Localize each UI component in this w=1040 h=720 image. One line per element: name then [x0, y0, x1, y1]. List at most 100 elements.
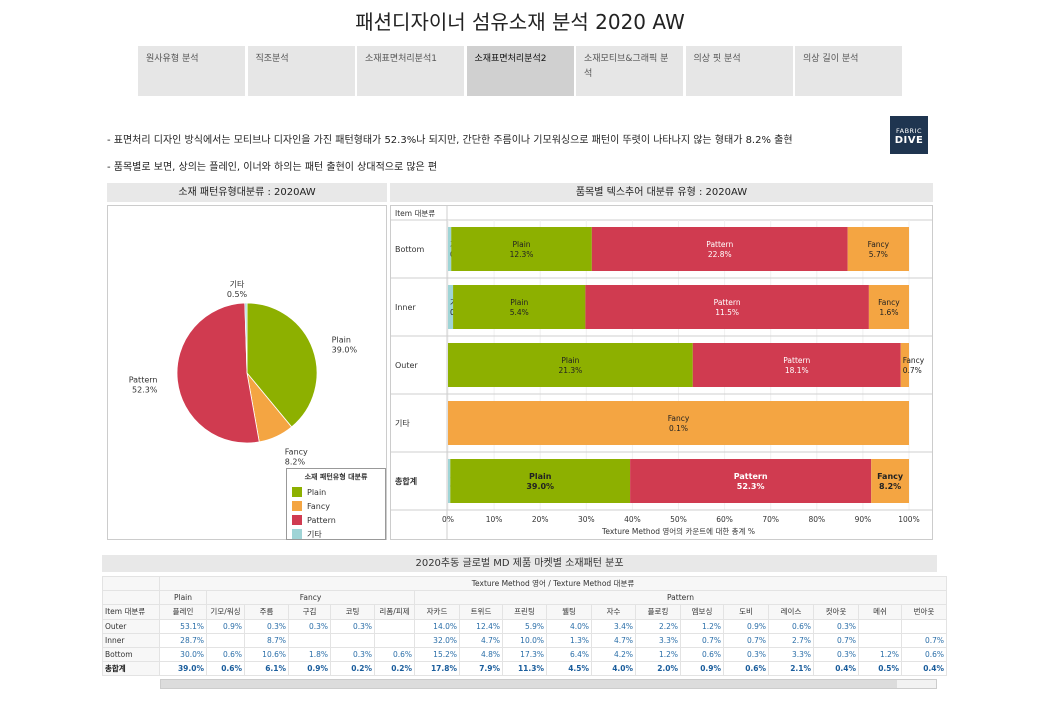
svg-text:22.8%: 22.8%: [708, 250, 732, 259]
bar-segment-plain[interactable]: [451, 227, 592, 271]
table-cell: 2.7%: [768, 632, 814, 648]
table-cell: [288, 632, 331, 648]
svg-text:8.2%: 8.2%: [285, 458, 306, 467]
table-row: Outer 53.1% 0.9% 0.3% 0.3% 0.3% 14.0% 12.4% 5.9%…: [102, 618, 947, 634]
tab-fit[interactable]: 의상 핏 분석: [685, 46, 793, 96]
legend-label: Fancy: [307, 501, 330, 511]
svg-text:18.1%: 18.1%: [785, 366, 809, 375]
table-cell: 6.4%: [546, 646, 592, 663]
svg-text:Pattern: Pattern: [734, 472, 768, 481]
table-row-label: Bottom: [102, 646, 160, 663]
table-column-header: 기모/워싱: [206, 604, 245, 620]
table-cell: [374, 632, 415, 648]
table-column-header: 주름: [244, 604, 289, 620]
bar-segment-etc[interactable]: [448, 285, 454, 329]
legend-label: Plain: [307, 487, 327, 497]
bar-segment-fancy[interactable]: [871, 459, 909, 503]
page-title: 패션디자이너 섬유소재 분석 2020 AW: [355, 10, 685, 34]
table-cell: 7.9%: [459, 661, 503, 677]
table-cell: [206, 632, 245, 648]
svg-text:5.4%: 5.4%: [510, 308, 529, 317]
table-cell: 4.5%: [546, 661, 592, 677]
table-cell: 0.3%: [288, 618, 331, 634]
x-tick-label: 50%: [670, 515, 687, 524]
table-cell: 8.7%: [244, 632, 289, 648]
table-row-label: Inner: [102, 632, 160, 648]
x-tick-label: 100%: [898, 515, 919, 524]
table-cell: 0.6%: [374, 646, 415, 663]
svg-text:Plain: Plain: [529, 472, 552, 481]
bar-segment-plain[interactable]: [450, 459, 631, 503]
pie-chart-panel: Plain 39.0% Fancy 8.2% Pattern 52.3% 기타 0.5% 소재…: [107, 205, 387, 540]
table-cell: 4.8%: [459, 646, 503, 663]
bar-segment-fancy[interactable]: [868, 285, 909, 329]
bar-segment-fancy[interactable]: [900, 343, 909, 387]
table-row-label: 총합계: [102, 661, 160, 677]
bar-segment-pattern[interactable]: [591, 227, 848, 271]
svg-text:Fancy: Fancy: [878, 298, 900, 307]
table-cell: 53.1%: [159, 618, 207, 634]
tab-yarn-type[interactable]: 원사유형 분석: [138, 46, 245, 96]
table-cell: 0.7%: [901, 632, 947, 648]
table-cell: 3.3%: [768, 646, 814, 663]
table-row: 총합계 39.0% 0.6% 6.1% 0.9% 0.2% 0.2% 17.8% 7.9% 11.…: [102, 661, 947, 677]
legend-swatch: [292, 515, 302, 525]
legend-item-plain: Plain: [292, 485, 380, 499]
x-tick-label: 70%: [762, 515, 779, 524]
table-cell: 12.4%: [459, 618, 503, 634]
table-cell: 6.1%: [244, 661, 289, 677]
table-cell: 0.3%: [330, 646, 375, 663]
bar-segment-fancy[interactable]: [847, 227, 909, 271]
scrollbar-thumb[interactable]: [161, 680, 897, 688]
bar-segment-pattern[interactable]: [630, 459, 872, 503]
table-column-row: Item 대분류 플레인 기모/워싱 주름 구김 코팅 리폼/피제 자카드 트위드 프린팅 웰팅 자수…: [102, 604, 947, 620]
bar-chart-title: 품목별 텍스추어 대분류 유형 : 2020AW: [390, 183, 933, 202]
tab-surface-2[interactable]: 소재표면처리분석2: [466, 46, 574, 96]
table-cell: 0.3%: [813, 646, 859, 663]
x-tick-label: 0%: [442, 515, 454, 524]
table-column-header: 자수: [591, 604, 636, 620]
pie-slice-plain[interactable]: [246, 302, 318, 428]
horizontal-scrollbar[interactable]: [160, 679, 937, 689]
table-cell: 0.4%: [901, 661, 947, 677]
tab-surface-1[interactable]: 소재표면처리분석1: [357, 46, 464, 96]
svg-text:11.5%: 11.5%: [715, 308, 739, 317]
note-line-2: - 품목별로 보면, 상의는 플레인, 이너와 하의는 패턴 출현이 상대적으로…: [107, 162, 438, 173]
pattern-distribution-table: Texture Method 영어 / Texture Method 대분류 Pl…: [102, 575, 947, 677]
bar-segment-pattern[interactable]: [585, 285, 869, 329]
svg-text:39.0%: 39.0%: [526, 482, 554, 491]
table-cell: 0.6%: [680, 646, 724, 663]
bar-segment-etc[interactable]: [448, 459, 451, 503]
bar-row-header: Item 대분류: [395, 209, 435, 218]
logo-line-2: DIVE: [894, 135, 924, 146]
bar-segment-plain[interactable]: [448, 343, 693, 387]
tab-length[interactable]: 의상 길이 분석: [795, 46, 902, 96]
pie-slice-pattern[interactable]: [176, 302, 260, 444]
table-cell: 0.6%: [768, 618, 814, 634]
tab-motif-graphic[interactable]: 소재모티브&그래픽 분석: [576, 46, 683, 96]
svg-text:Pattern: Pattern: [129, 375, 158, 384]
table-cell: 14.0%: [414, 618, 460, 634]
table-column-header: 트위드: [459, 604, 503, 620]
bar-segment-fancy[interactable]: [448, 401, 909, 445]
table-group-header: Plain: [159, 590, 207, 606]
table-cell: 4.0%: [546, 618, 592, 634]
table-cell: 0.3%: [813, 618, 859, 634]
table-column-header: 자카드: [414, 604, 460, 620]
table-cell: 10.0%: [502, 632, 547, 648]
pie-slice-etc[interactable]: [244, 302, 248, 374]
bar-segment-etc[interactable]: [448, 227, 452, 271]
svg-text:Fancy: Fancy: [285, 448, 308, 457]
x-tick-label: 80%: [808, 515, 825, 524]
bar-segment-pattern[interactable]: [692, 343, 901, 387]
tab-weave[interactable]: 직조분석: [247, 46, 355, 96]
bar-segment-plain[interactable]: [453, 285, 586, 329]
